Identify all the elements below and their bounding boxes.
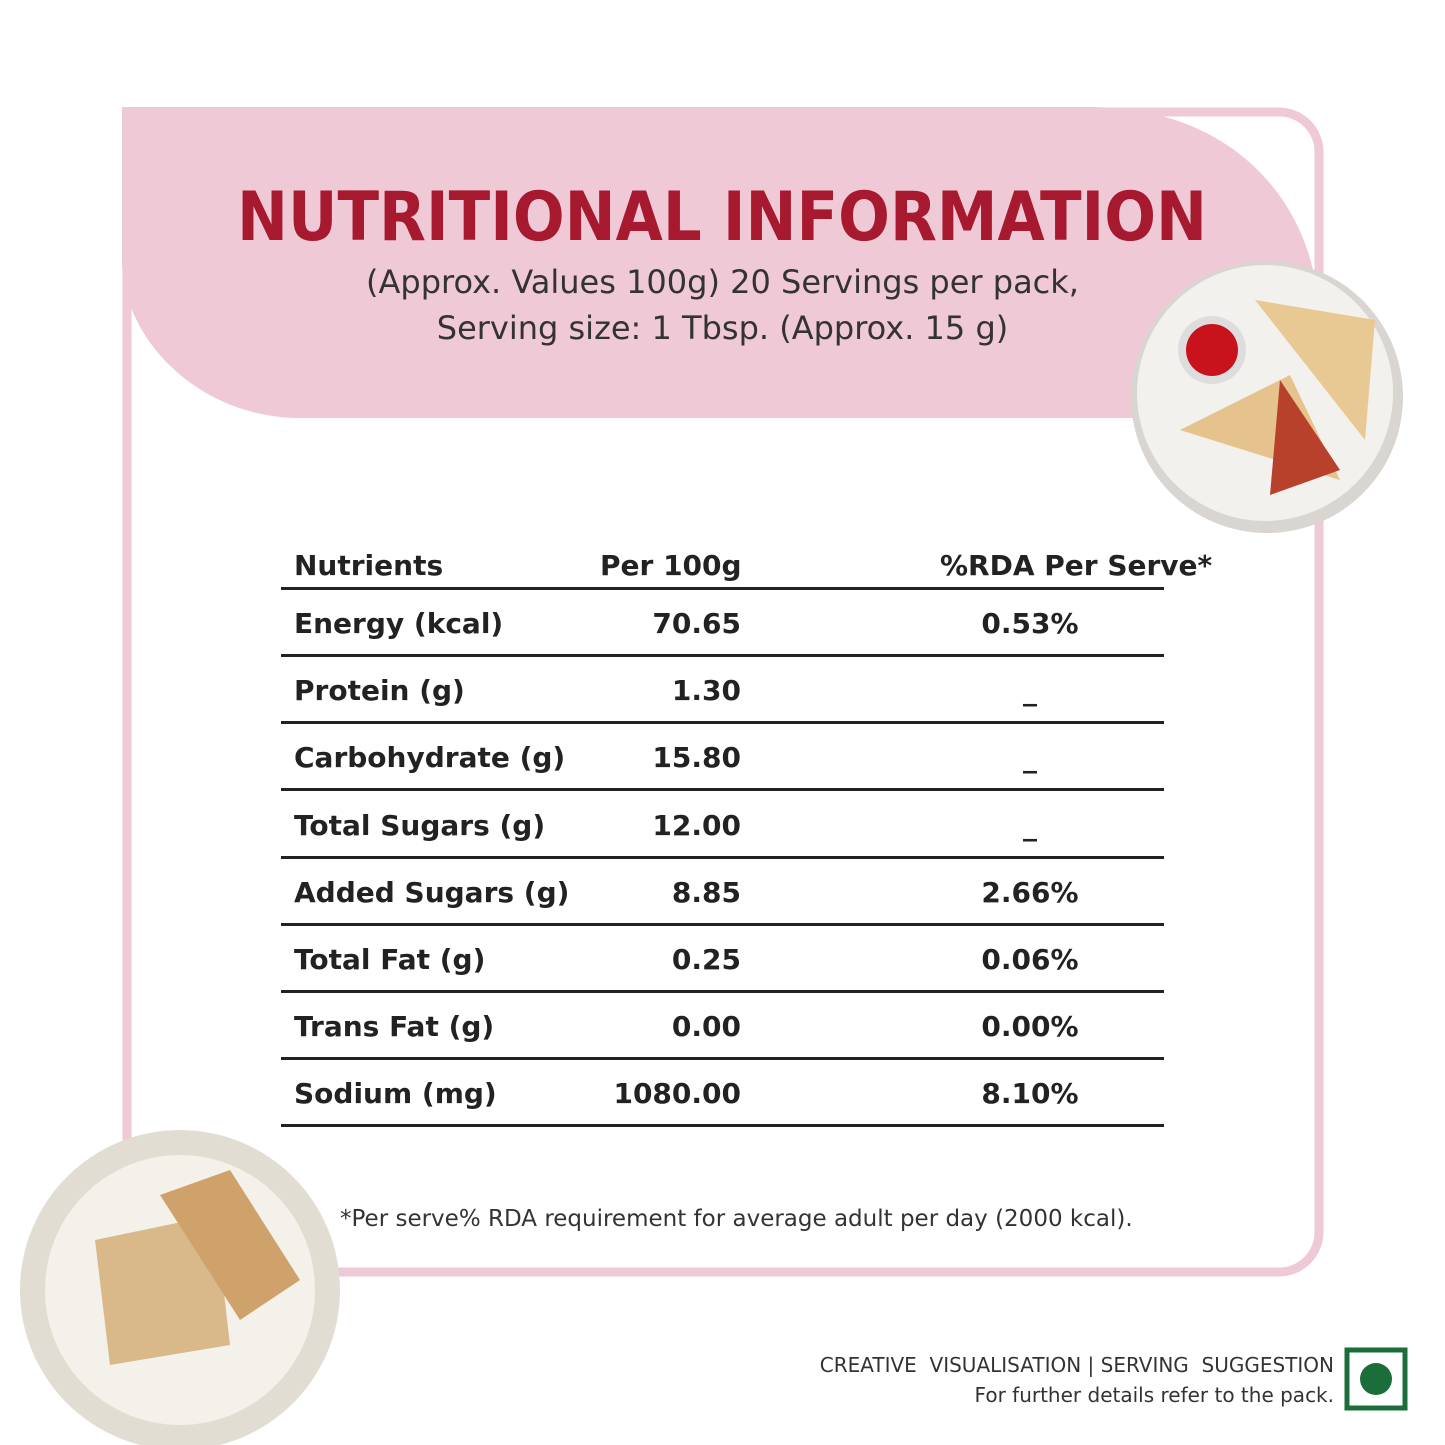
column-header: %RDA Per Serve* — [940, 549, 1213, 582]
column-header: Nutrients — [294, 549, 444, 582]
table-cell: Total Fat (g) — [294, 943, 486, 976]
title: NUTRITIONAL INFORMATION — [237, 178, 1207, 257]
table-cell: 0.06% — [981, 943, 1079, 976]
row-rule — [281, 1124, 1164, 1128]
wrap-plate — [20, 1130, 340, 1445]
row-rule — [281, 990, 1164, 993]
row-rule — [281, 1057, 1164, 1061]
table-cell: 0.53% — [981, 607, 1079, 640]
table-cell: 0.00 — [671, 1010, 741, 1044]
header-rule — [281, 587, 1164, 590]
veg-mark — [1344, 1347, 1408, 1411]
header-band — [122, 107, 1320, 418]
row-rule — [281, 788, 1164, 792]
subtitle-line: Serving size: 1 Tbsp. (Approx. 15 g) — [436, 309, 1009, 347]
table-cell: Trans Fat (g) — [294, 1010, 495, 1044]
sandwich-plate — [1131, 261, 1403, 533]
subtitle-line: (Approx. Values 100g) 20 Servings per pa… — [366, 263, 1079, 301]
table-cell: _ — [1023, 674, 1037, 708]
footnote: *Per serve% RDA requirement for average … — [340, 1206, 1133, 1232]
table-cell: 12.00 — [652, 808, 741, 842]
row-rule — [281, 721, 1164, 725]
table-cell: 8.85 — [671, 875, 741, 909]
row-rule — [281, 922, 1164, 926]
table-cell: _ — [1023, 808, 1037, 842]
column-header: Per 100g — [600, 549, 742, 582]
table-cell: Protein (g) — [294, 674, 465, 708]
row-rule — [281, 855, 1164, 859]
table-cell: 1.30 — [671, 674, 741, 708]
table-cell: 2.66% — [981, 875, 1079, 909]
table-cell: 0.00% — [981, 1010, 1079, 1044]
disclaimer-line: CREATIVE VISUALISATION | SERVING SUGGEST… — [819, 1353, 1334, 1377]
table-cell: Sodium (mg) — [294, 1077, 497, 1111]
table-cell: Added Sugars (g) — [294, 875, 570, 909]
row-rule — [281, 654, 1164, 657]
table-cell: 8.10% — [981, 1077, 1079, 1111]
disclaimer-line: For further details refer to the pack. — [974, 1383, 1334, 1407]
table-cell: 1080.00 — [613, 1077, 741, 1111]
table-cell: 70.65 — [652, 607, 741, 640]
table-cell: 0.25 — [671, 943, 741, 976]
table-cell: Carbohydrate (g) — [294, 741, 566, 775]
table-cell: Energy (kcal) — [294, 607, 504, 640]
table-cell: 15.80 — [652, 741, 741, 775]
table-cell: _ — [1023, 741, 1037, 775]
table-cell: Total Sugars (g) — [294, 808, 546, 842]
